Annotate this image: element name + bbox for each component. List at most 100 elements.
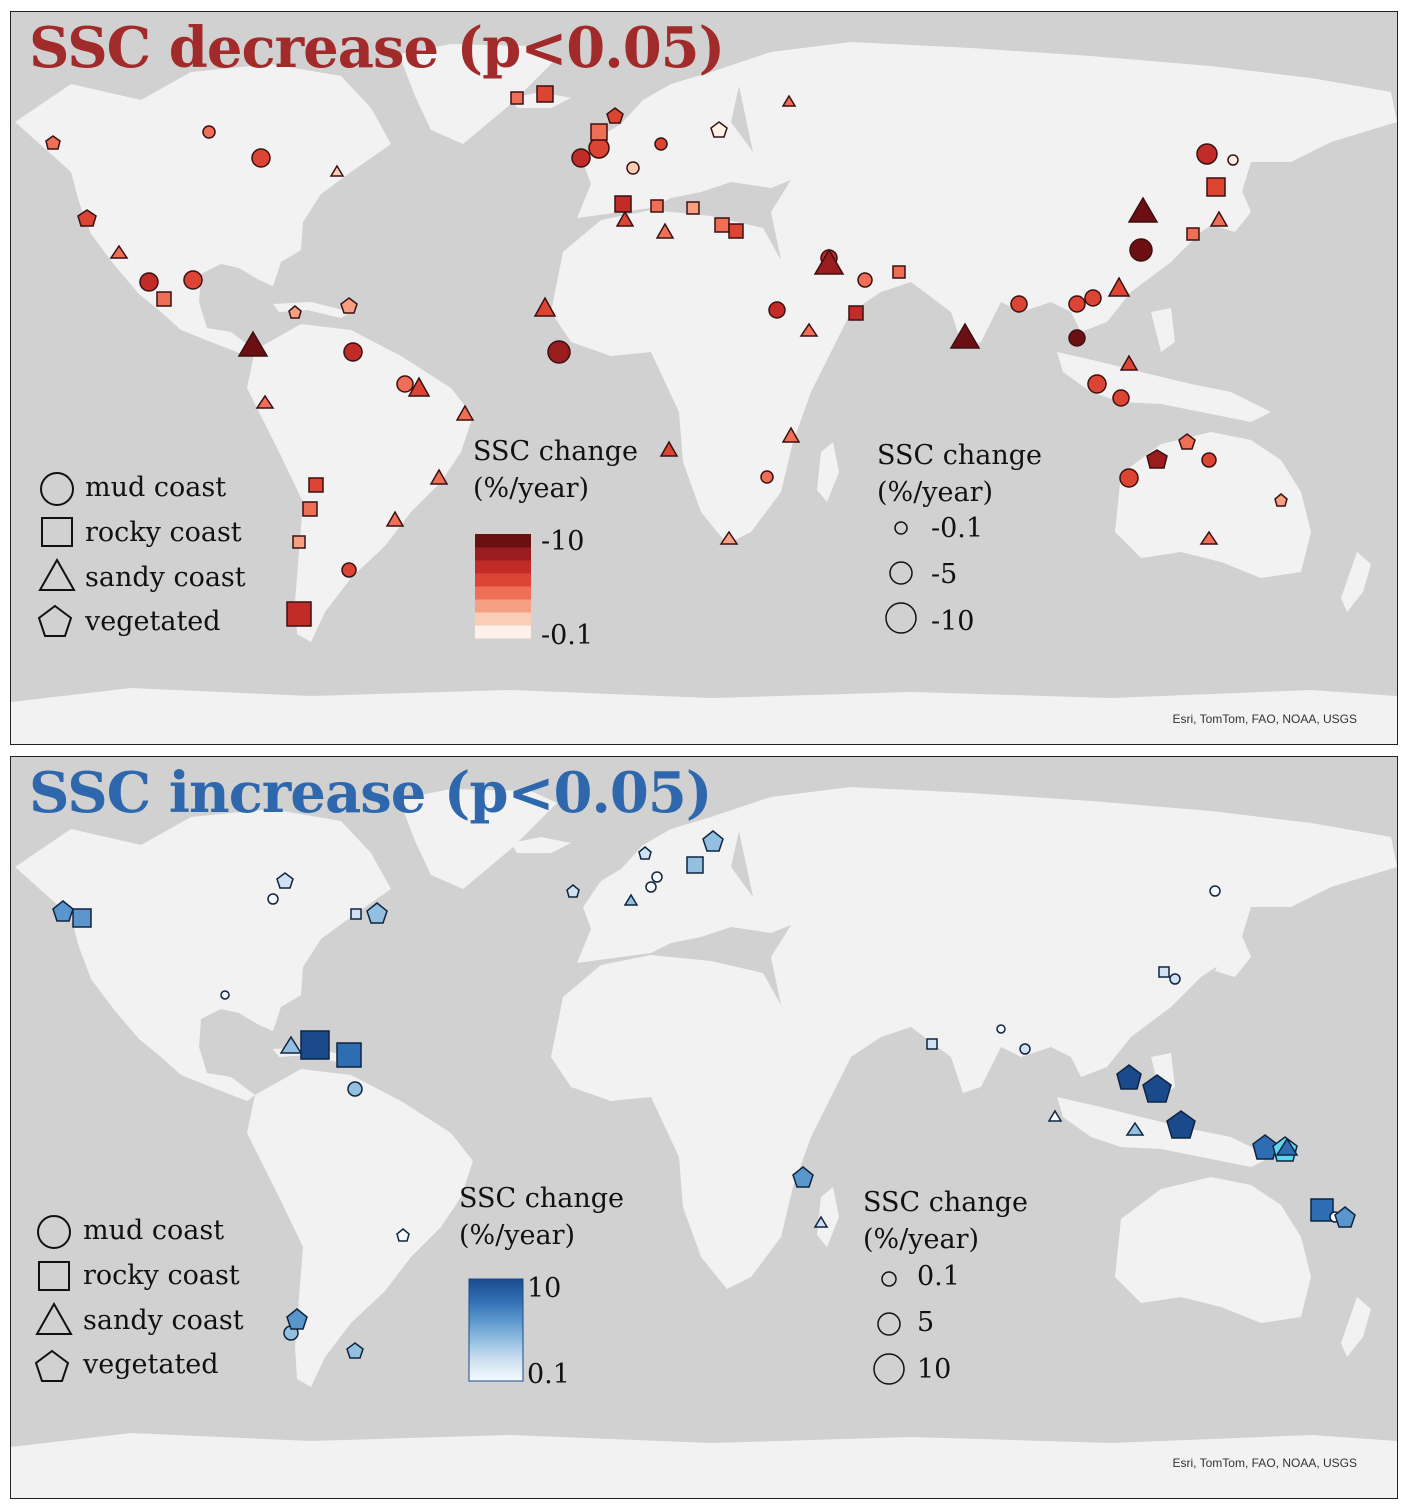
mud-coast-marker (341, 562, 357, 578)
mud-coast-marker (1129, 238, 1153, 262)
size-legend-label-large: -10 (931, 606, 975, 637)
vegetated-marker (396, 1228, 410, 1242)
sandy-coast-marker (385, 510, 405, 527)
sandy-coast-marker (329, 164, 345, 177)
sandy-coast-marker (623, 893, 639, 906)
vegetated-marker (566, 884, 580, 898)
legend-label-rocky-coast: rocky coast (83, 1260, 240, 1291)
rocky-coast-marker (302, 501, 318, 517)
mud-coast-marker (396, 375, 414, 393)
size-legend-symbols (873, 1271, 905, 1385)
color-ramp-step (475, 599, 531, 613)
legend-label-sandy-coast: sandy coast (83, 1305, 244, 1336)
size-legend-medium-circle (877, 1312, 901, 1336)
sandy-coast-marker (279, 1035, 303, 1054)
size-legend-label-medium: 5 (917, 1307, 935, 1338)
sandy-coast-marker (237, 330, 269, 357)
color-ramp-increase (468, 1278, 524, 1382)
vegetated-marker (1146, 449, 1168, 469)
size-legend-label-large: 10 (917, 1354, 952, 1385)
mud-coast-marker (1196, 143, 1218, 165)
mud-coast-marker (768, 301, 786, 319)
sandy-coast-marker (1275, 1137, 1299, 1156)
southeast-asia-islands (1057, 352, 1271, 422)
legend-label-sandy-coast: sandy coast (85, 562, 246, 593)
size-legend-unit: (%/year) (863, 1224, 980, 1255)
north-america (15, 64, 391, 356)
color-ramp-step (475, 612, 531, 626)
mud-coast-marker (588, 137, 610, 159)
size-legend-label-medium: -5 (931, 559, 958, 590)
sandy-coast-marker (719, 530, 739, 545)
vegetated-marker (346, 1342, 364, 1359)
rocky-coast-marker (336, 1042, 362, 1068)
size-legend-small-circle (881, 1271, 897, 1287)
mud-coast-marker (1068, 329, 1086, 347)
antarctica (11, 1433, 1397, 1498)
rocky-coast-marker (714, 217, 730, 233)
sandy-coast-marker (655, 222, 675, 239)
mud-coast-marker (651, 871, 663, 883)
mud-coast-marker (1169, 973, 1181, 985)
sandy-coast-marker (1047, 1109, 1063, 1122)
rocky-coast-marker (1206, 177, 1226, 197)
size-legend-label-small: 0.1 (917, 1261, 960, 1292)
sandy-coast-marker (813, 248, 845, 275)
mud-coast-marker (202, 125, 216, 139)
color-legend-min-label: -0.1 (541, 620, 594, 651)
rocky-coast-marker (72, 908, 92, 928)
color-legend-title: SSC change (473, 436, 639, 467)
rocky-coast-marker (292, 535, 306, 549)
legend-label-rocky-coast: rocky coast (85, 517, 242, 548)
sandy-coast-marker (949, 322, 981, 349)
legend-label-mud-coast: mud coast (83, 1215, 225, 1246)
color-ramp-step (475, 534, 531, 548)
rocky-coast-marker (1186, 227, 1200, 241)
map-attribution: Esri, TomTom, FAO, NOAA, USGS (1172, 1456, 1357, 1470)
sandy-coast-marker (1119, 354, 1139, 371)
rocky-coast-marker (892, 265, 906, 279)
vegetated-marker (1178, 433, 1196, 450)
mud-coast-marker (183, 270, 203, 290)
size-legend-medium-circle (889, 561, 913, 585)
sandy-coast-marker (659, 440, 679, 457)
vegetated-marker (1116, 1064, 1142, 1090)
mud-coast-marker (547, 340, 571, 364)
mud-coast-marker (1010, 295, 1028, 313)
rocky-coast-marker (848, 305, 864, 321)
sandy-coast-marker (1199, 530, 1219, 545)
south-america (247, 324, 473, 642)
vegetated-marker (1252, 1134, 1278, 1160)
color-ramp-step (475, 586, 531, 600)
color-ramp-step (475, 560, 531, 574)
rocky-coast-marker (350, 908, 362, 920)
map-attribution: Esri, TomTom, FAO, NOAA, USGS (1172, 712, 1357, 726)
rocky-coast-marker (590, 123, 608, 141)
vegetated-marker (77, 209, 97, 227)
rocky-coast-marker (728, 223, 744, 239)
vegetated-marker (710, 121, 728, 138)
europe (577, 72, 791, 218)
mud-coast-marker (251, 148, 271, 168)
madagascar (817, 1187, 839, 1247)
rocky-coast-legend-icon (41, 517, 73, 547)
sandy-coast-marker (813, 1215, 829, 1228)
legend-label-vegetated: vegetated (83, 1349, 219, 1380)
color-legend-unit: (%/year) (473, 473, 590, 504)
sandy-coast-legend-icon (38, 557, 76, 591)
rocky-coast-marker (286, 601, 312, 627)
mud-coast-legend-icon (37, 1215, 71, 1249)
sandy-coast-marker (781, 94, 797, 107)
sandy-coast-marker (1209, 210, 1229, 227)
decrease-site-markers (45, 85, 1288, 627)
sandy-coast-marker (799, 322, 819, 337)
madagascar (817, 442, 839, 502)
south-america (247, 1069, 473, 1387)
size-legend-small-circle (894, 521, 908, 535)
mud-coast-marker (645, 881, 657, 893)
color-legend-unit: (%/year) (459, 1220, 576, 1251)
color-ramp-step (475, 573, 531, 587)
mud-coast-marker (760, 470, 774, 484)
rocky-coast-marker (1158, 966, 1170, 978)
vegetated-legend-icon (34, 1349, 70, 1382)
